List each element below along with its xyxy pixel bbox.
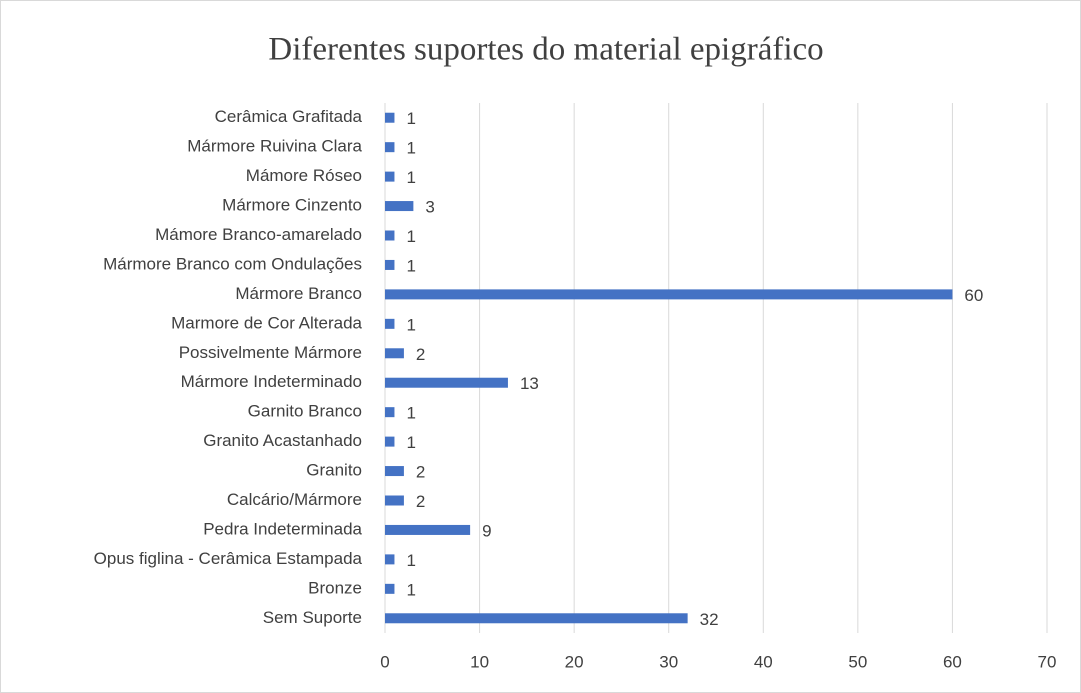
x-tick-label: 50 [848,652,867,671]
data-label: 1 [406,109,415,128]
y-tick-label: Cerâmica Grafitada [215,107,363,126]
y-tick-label: Pedra Indeterminada [203,519,362,538]
bar [385,554,395,565]
y-tick-label: Granito Acastanhado [203,431,362,450]
bar [385,466,404,477]
bar [385,112,395,123]
y-tick-label: Sem Suporte [263,608,362,627]
x-tick-label: 10 [470,652,489,671]
y-tick-label: Mármore Branco [235,284,362,303]
data-label: 3 [425,198,434,217]
bar [385,436,395,447]
data-label: 1 [406,580,415,599]
chart-title: Diferentes suportes do material epigráfi… [268,32,823,68]
x-tick-label: 20 [565,652,584,671]
bar [385,495,404,506]
bar [385,259,395,270]
y-tick-label: Opus figlina - Cerâmica Estampada [94,549,363,568]
bar [385,524,471,535]
y-tick-label: Granito [306,461,362,480]
bar [385,230,395,241]
x-tick-label: 60 [943,652,962,671]
bar [385,348,404,359]
data-label: 1 [406,227,415,246]
bar [385,407,395,418]
bar [385,142,395,153]
data-label: 1 [406,168,415,187]
data-label: 1 [406,551,415,570]
bar [385,583,395,594]
data-label: 1 [406,433,415,452]
bar [385,377,508,388]
data-label: 13 [520,374,539,393]
y-tick-label: Mármore Branco com Ondulações [103,254,362,273]
data-label: 1 [406,315,415,334]
data-label: 9 [482,521,491,540]
y-tick-label: Mármore Indeterminado [181,372,362,391]
data-label: 1 [406,256,415,275]
bar [385,613,688,624]
y-tick-label: Calcário/Mármore [227,490,362,509]
data-label: 2 [416,345,425,364]
x-tick-label: 70 [1038,652,1057,671]
data-label: 2 [416,492,425,511]
y-tick-label: Possivelmente Mármore [179,343,362,362]
bar [385,171,395,182]
data-label: 60 [964,286,983,305]
x-tick-label: 30 [659,652,678,671]
x-tick-label: 0 [380,652,389,671]
data-label: 1 [406,404,415,423]
bar [385,201,414,212]
y-tick-label: Garnito Branco [248,402,362,421]
y-tick-label: Mármore Ruivina Clara [187,137,362,156]
y-tick-label: Marmore de Cor Alterada [171,313,362,332]
data-label: 32 [700,610,719,629]
y-tick-label: Mármore Cinzento [222,196,362,215]
y-tick-label: Mámore Branco-amarelado [155,225,362,244]
data-label: 1 [406,139,415,158]
x-tick-label: 40 [754,652,773,671]
y-tick-label: Mámore Róseo [246,166,362,185]
bar [385,318,395,329]
data-label: 2 [416,463,425,482]
bar [385,289,953,300]
y-tick-label: Bronze [308,578,362,597]
